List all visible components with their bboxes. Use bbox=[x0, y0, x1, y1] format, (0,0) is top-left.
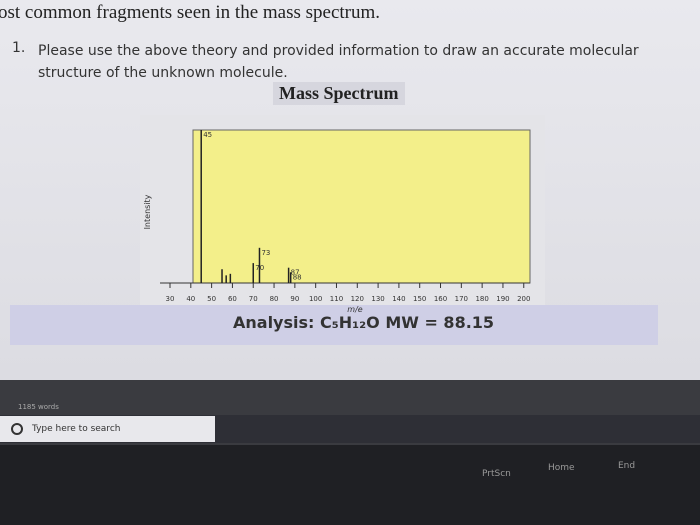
search-box[interactable]: Type here to search bbox=[0, 416, 215, 442]
peak-label: 87 bbox=[291, 269, 300, 277]
cortana-icon bbox=[11, 423, 23, 435]
x-tick-label: 100 bbox=[309, 295, 322, 303]
x-tick-label: 60 bbox=[228, 295, 237, 303]
x-tick-label: 90 bbox=[290, 295, 299, 303]
x-tick-label: 50 bbox=[207, 295, 216, 303]
peak-label: 88 bbox=[293, 273, 302, 281]
x-axis-label: m/e bbox=[347, 305, 362, 314]
key-label: Home bbox=[548, 463, 575, 473]
x-tick-label: 120 bbox=[351, 295, 364, 303]
question-text: Please use the above theory and provided… bbox=[38, 43, 639, 81]
x-tick-label: 40 bbox=[186, 295, 195, 303]
x-tick-label: 70 bbox=[249, 295, 258, 303]
question-number: 1. bbox=[12, 40, 26, 56]
search-placeholder: Type here to search bbox=[32, 424, 121, 434]
peak-label: 45 bbox=[203, 131, 212, 139]
peak-label: 73 bbox=[261, 249, 270, 257]
keyboard: PrtScn Home End bbox=[0, 445, 700, 525]
analysis: Analysis: C₅H₁₂O MW = 88.15 bbox=[233, 313, 495, 332]
x-tick-label: 110 bbox=[330, 295, 343, 303]
x-tick-label: 200 bbox=[517, 295, 530, 303]
x-tick-label: 130 bbox=[371, 295, 384, 303]
x-tick-label: 30 bbox=[166, 295, 175, 303]
x-tick-label: 80 bbox=[270, 295, 279, 303]
x-tick-label: 150 bbox=[413, 295, 426, 303]
x-tick-label: 170 bbox=[455, 295, 468, 303]
document-page: ost common fragments seen in the mass sp… bbox=[0, 0, 700, 380]
x-tick-label: 140 bbox=[392, 295, 405, 303]
figure-title: Mass Spectrum bbox=[273, 82, 405, 105]
x-tick-label: 160 bbox=[434, 295, 447, 303]
y-axis-label: Intensity bbox=[143, 194, 152, 229]
plot-area bbox=[192, 129, 531, 284]
word-count: 1185 words bbox=[18, 403, 59, 411]
heading: ost common fragments seen in the mass sp… bbox=[0, 2, 381, 23]
key-label: End bbox=[618, 461, 636, 471]
x-tick-label: 190 bbox=[496, 295, 509, 303]
mass-spectrum: Intensity m/e 30 40 50 60 70 80 90 100 110 120 130… bbox=[140, 115, 545, 314]
x-tick-label: 180 bbox=[475, 295, 488, 303]
analysis-band bbox=[10, 305, 658, 345]
key-label: PrtScn bbox=[482, 469, 511, 479]
